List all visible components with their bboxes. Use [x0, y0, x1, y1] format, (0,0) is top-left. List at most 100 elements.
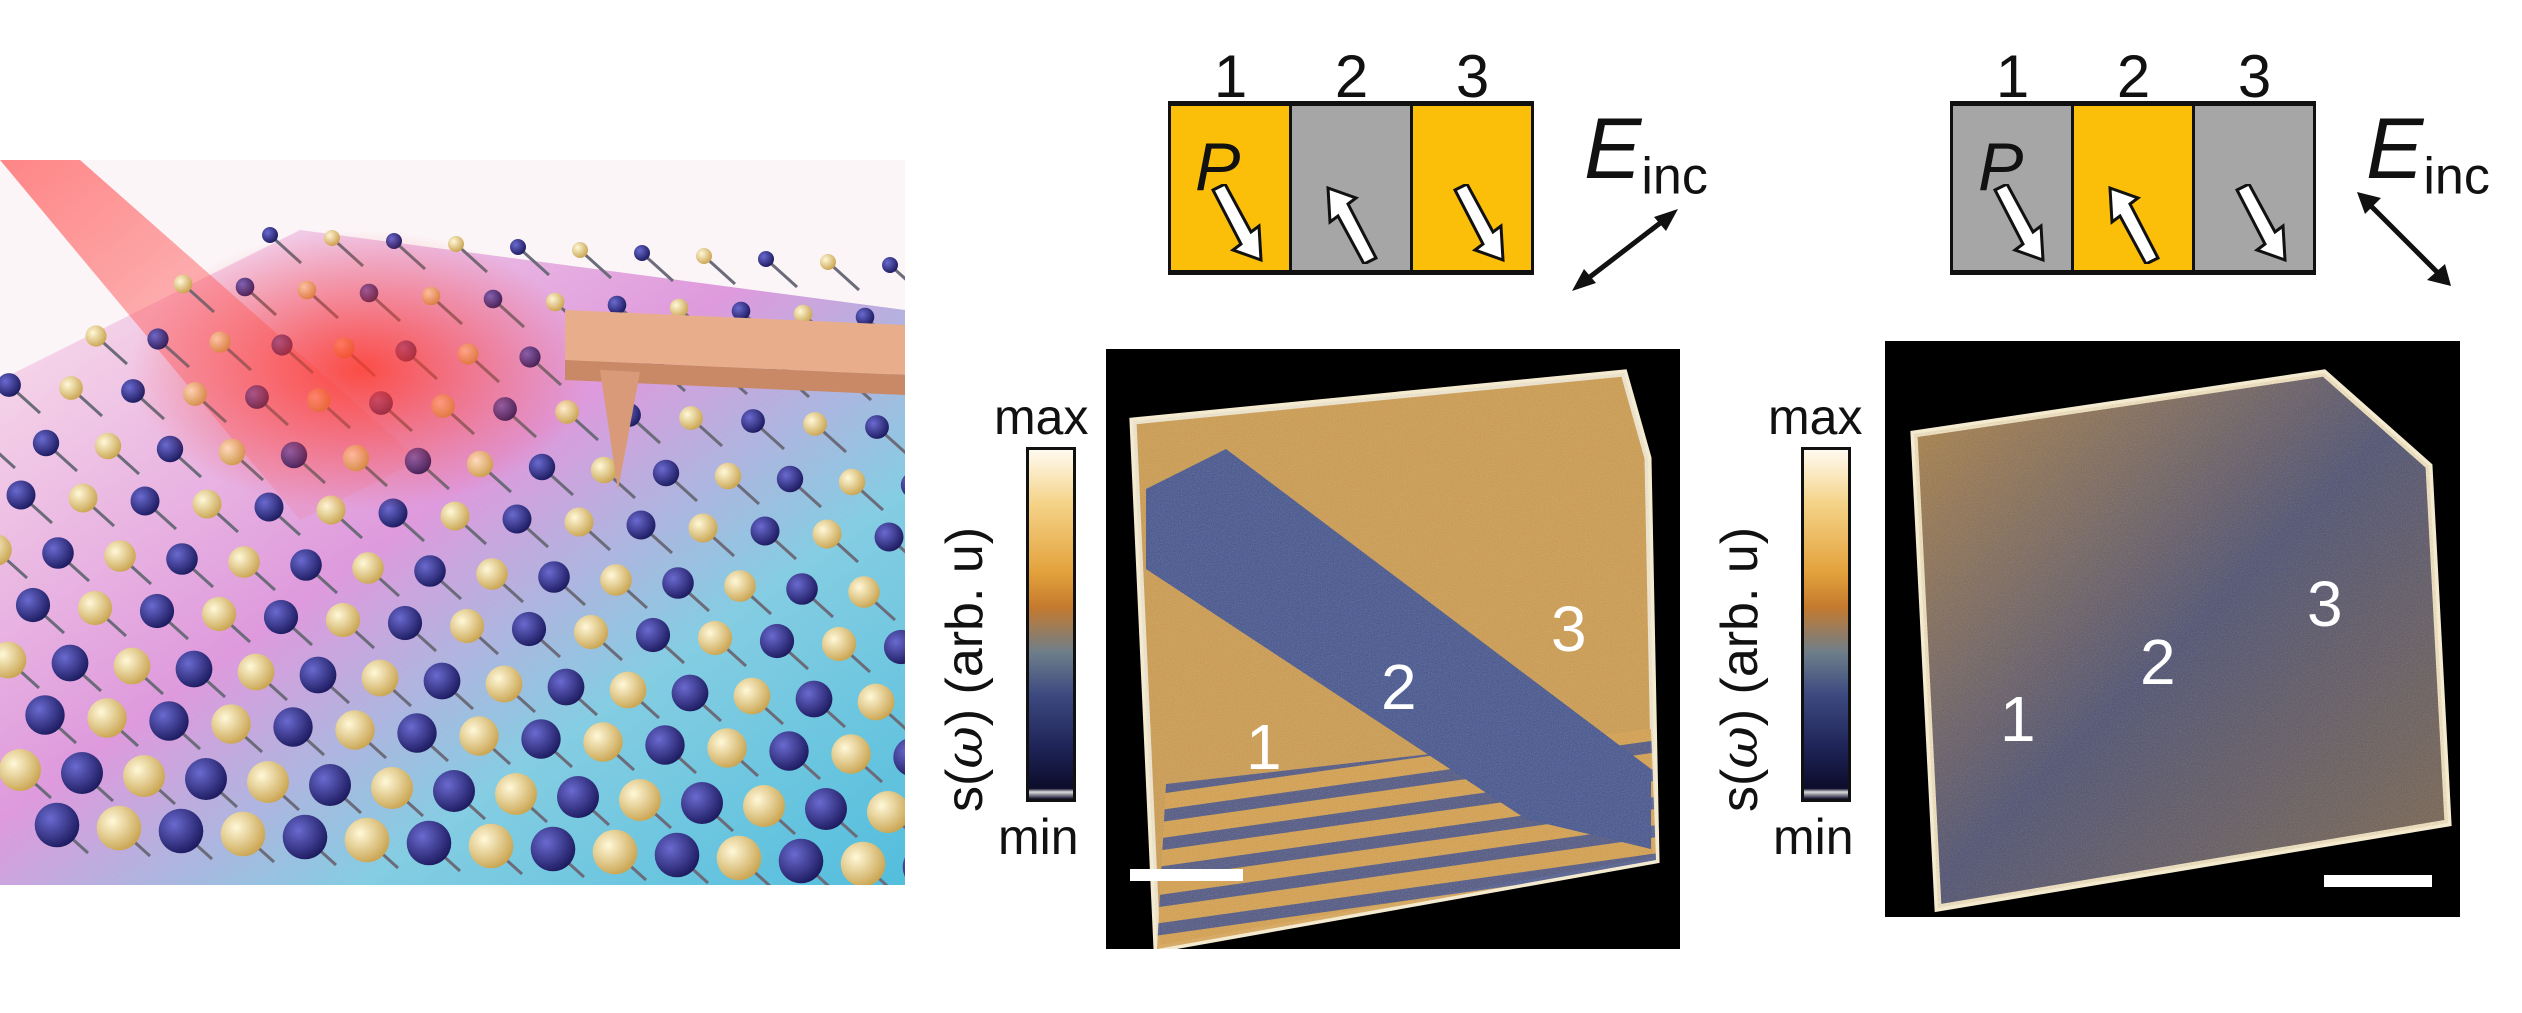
colorbar-axis-label: s(ω) (arb. u)	[935, 526, 995, 812]
atom	[865, 415, 889, 439]
atom	[459, 716, 499, 756]
atom	[77, 590, 113, 626]
atom	[679, 406, 703, 430]
atom	[743, 785, 785, 827]
atom	[87, 698, 127, 738]
domain-1	[1171, 106, 1292, 270]
atom	[96, 805, 142, 851]
atom	[423, 662, 461, 700]
atom	[158, 808, 204, 854]
atom	[325, 602, 361, 638]
atom	[262, 227, 278, 243]
atom	[34, 802, 80, 848]
atom	[758, 251, 774, 267]
atom	[511, 611, 547, 647]
atom	[882, 257, 898, 273]
atom	[192, 489, 222, 519]
colorbar	[1801, 447, 1851, 802]
domain-number: 1	[1995, 43, 2030, 110]
atom	[220, 811, 266, 857]
atom	[15, 587, 51, 623]
atom	[793, 304, 813, 324]
atom	[185, 758, 227, 800]
polarization-arrow-up-right-icon	[1326, 185, 1379, 264]
atom	[857, 683, 895, 721]
domain-schematic-a	[1168, 101, 1534, 275]
atom	[902, 857, 905, 877]
atom	[840, 841, 886, 885]
atom	[900, 475, 905, 495]
atom	[123, 755, 165, 797]
atom	[344, 817, 390, 863]
atom	[273, 707, 313, 747]
atom	[874, 522, 904, 552]
atom	[387, 605, 423, 641]
atom	[0, 373, 21, 397]
atom	[406, 820, 452, 866]
atom	[468, 823, 514, 869]
colorbar-max-label: max	[994, 389, 1089, 445]
atom	[201, 596, 237, 632]
domain-number: 3	[2237, 43, 2272, 110]
polarization-label: P	[1195, 129, 1241, 205]
atomic-lattice	[0, 227, 905, 885]
atom	[645, 725, 685, 765]
atom	[883, 629, 905, 665]
domain-schematic-b	[1950, 101, 2316, 275]
domain-2	[2074, 106, 2195, 270]
domain-3	[2195, 106, 2313, 270]
atom	[572, 242, 588, 258]
atom	[309, 764, 351, 806]
atom	[590, 456, 618, 484]
atom	[299, 656, 337, 694]
atom	[716, 835, 762, 881]
atom	[731, 301, 751, 321]
atom	[671, 674, 709, 712]
colorbar-min-label: min	[998, 809, 1079, 865]
atom	[104, 540, 136, 572]
atom	[619, 779, 661, 821]
atom	[6, 480, 36, 510]
atom	[867, 791, 905, 833]
atom	[510, 239, 526, 255]
polarization-arrow-down-right-icon	[1992, 184, 2045, 263]
atom	[175, 650, 213, 688]
polarization-label: P	[1978, 129, 2024, 205]
atom	[263, 599, 299, 635]
atom	[130, 486, 160, 516]
atom	[94, 432, 122, 460]
atom	[893, 738, 905, 776]
atom	[778, 838, 824, 884]
atom	[831, 734, 871, 774]
atom	[573, 614, 609, 650]
atom	[759, 623, 795, 659]
atom	[68, 483, 98, 513]
polarization-arrow-down-right-icon	[2234, 184, 2287, 263]
atom	[335, 710, 375, 750]
atom	[583, 722, 623, 762]
atom	[0, 534, 12, 566]
atom	[361, 659, 399, 697]
double-arrow-icon	[2357, 192, 2451, 286]
atom	[538, 561, 570, 593]
atom	[42, 537, 74, 569]
atom	[557, 776, 599, 818]
atom	[855, 307, 875, 327]
domain-label: 2	[2140, 626, 2176, 698]
atom	[733, 677, 771, 715]
atom	[502, 504, 532, 534]
atom	[600, 564, 632, 596]
atom	[32, 429, 60, 457]
atom	[805, 788, 847, 830]
atom	[352, 552, 384, 584]
domain-label: 3	[1551, 593, 1587, 665]
atom	[0, 641, 27, 679]
atom	[741, 409, 765, 433]
atom	[228, 546, 260, 578]
polarization-arrow-down-right-icon	[1210, 184, 1263, 263]
atom	[821, 626, 857, 662]
scale-bar	[1130, 869, 1243, 881]
atom	[626, 510, 656, 540]
double-arrow-icon	[1572, 209, 1678, 291]
atom	[440, 501, 470, 531]
